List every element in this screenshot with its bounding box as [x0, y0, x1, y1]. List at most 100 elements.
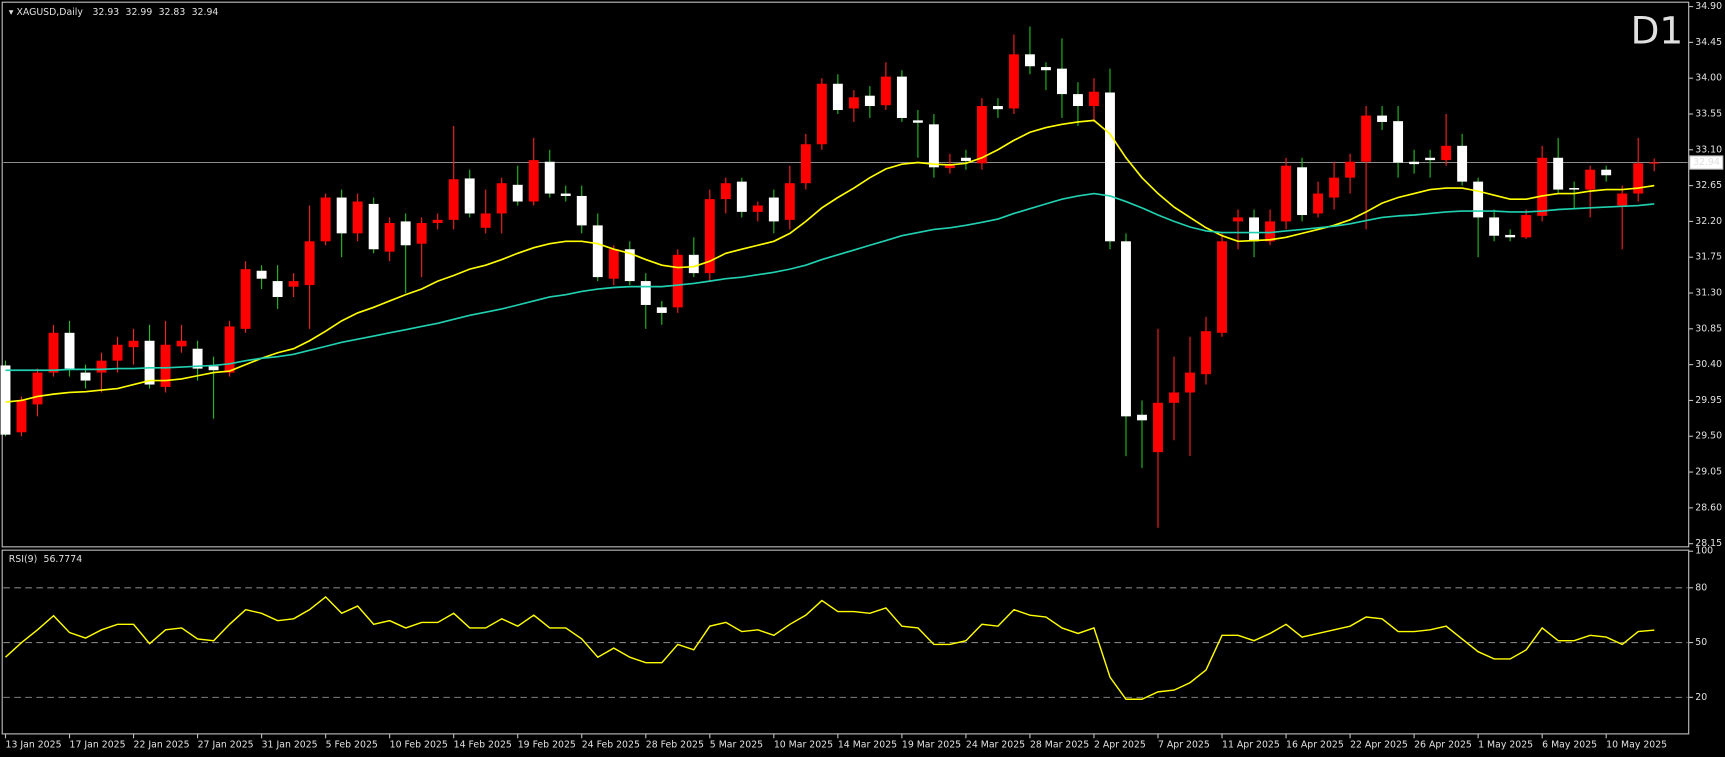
candle-body: [528, 160, 539, 202]
candle-body: [752, 205, 763, 212]
candle-body: [1409, 161, 1420, 165]
price-panel: [1, 1, 1690, 548]
candle-body: [0, 365, 11, 435]
candle-body: [176, 340, 187, 347]
x-tick-label: 10 May 2025: [1606, 739, 1667, 750]
candle-body: [1393, 121, 1404, 163]
x-tick-label: 5 Mar 2025: [710, 739, 763, 750]
candle-body: [1185, 372, 1195, 393]
candle-body: [1169, 392, 1179, 403]
candle-body: [1297, 167, 1308, 216]
x-tick-label: 10 Mar 2025: [774, 739, 833, 750]
candle-body: [1105, 92, 1115, 242]
y-tick-label: 28.60: [1695, 502, 1722, 513]
candle-body: [1537, 157, 1548, 216]
candle-body: [1601, 169, 1612, 176]
candle-body: [1008, 54, 1019, 109]
chart-header: ▾ XAGUSD,Daily 32.93 32.99 32.83 32.94: [9, 7, 219, 18]
candle-body: [1233, 217, 1243, 222]
candle-body: [496, 183, 507, 214]
candle-body: [448, 179, 459, 220]
candle-body: [416, 223, 427, 244]
candle-body: [704, 199, 715, 274]
high-value: 32.99: [126, 7, 153, 18]
candle-body: [480, 213, 491, 228]
candle-body: [1457, 145, 1468, 182]
y-tick-label: 20: [1695, 692, 1707, 703]
candle-body: [1585, 169, 1596, 190]
rsi-line: [5, 595, 1655, 700]
timeframe-label: D1: [1631, 9, 1684, 53]
candle-body: [1489, 217, 1500, 236]
candle-body: [352, 201, 363, 234]
candle-body: [272, 281, 283, 298]
moving-average-line: [5, 119, 1655, 403]
candle-body: [80, 372, 91, 381]
candle-body: [1265, 221, 1275, 242]
candle-body: [720, 183, 731, 200]
candle-body: [864, 95, 875, 107]
candle-body: [336, 197, 347, 234]
low-value: 32.83: [159, 7, 186, 18]
x-tick-label: 22 Jan 2025: [134, 739, 190, 750]
candle-body: [432, 219, 443, 224]
x-tick-label: 24 Mar 2025: [966, 739, 1025, 750]
candle-body: [896, 76, 907, 118]
candle-body: [640, 281, 651, 305]
candle-body: [16, 400, 27, 433]
candle-body: [576, 195, 587, 226]
candle-body: [1201, 331, 1211, 375]
rsi-title: RSI(9): [9, 553, 37, 564]
candle-body: [992, 106, 1003, 110]
candle-body: [800, 144, 811, 184]
y-tick-label: 29.05: [1695, 467, 1722, 478]
candle-body: [1441, 145, 1452, 161]
candle-body: [224, 326, 235, 373]
y-tick-label: 50: [1695, 637, 1707, 648]
candle-body: [368, 203, 379, 250]
candle-body: [304, 241, 315, 286]
candle-body: [560, 193, 571, 196]
x-tick-label: 14 Mar 2025: [838, 739, 897, 750]
candle-body: [112, 344, 123, 361]
candle-body: [544, 161, 555, 194]
candle-body: [656, 307, 667, 313]
moving-average-line: [5, 192, 1655, 372]
candle-body: [1649, 162, 1660, 164]
candle-body: [1217, 241, 1227, 333]
candle-body: [208, 366, 219, 371]
candle-body: [512, 184, 523, 202]
close-value: 32.94: [192, 7, 219, 18]
candle-body: [96, 360, 107, 373]
candle-body: [1345, 161, 1356, 178]
y-tick-label: 31.75: [1695, 252, 1722, 263]
candle-body: [240, 269, 251, 329]
candle-body: [1121, 241, 1131, 417]
candle-body: [48, 332, 59, 373]
collapse-arrow[interactable]: ▾: [9, 7, 17, 18]
y-tick-label: 34.90: [1695, 1, 1722, 12]
rsi-value: 56.7774: [44, 553, 83, 564]
x-tick-label: 7 Apr 2025: [1158, 739, 1210, 750]
current-price-box: [1689, 155, 1724, 170]
candle-body: [1089, 91, 1099, 107]
candle-body: [1329, 177, 1340, 198]
candle-body: [608, 249, 619, 279]
y-tick-label: 80: [1695, 582, 1707, 593]
candle-body: [144, 340, 155, 385]
candle-body: [976, 106, 987, 164]
x-tick-label: 2 Apr 2025: [1094, 739, 1146, 750]
candle-body: [384, 223, 395, 252]
x-tick-label: 11 Apr 2025: [1222, 739, 1280, 750]
candle-body: [928, 124, 939, 168]
candle-body: [192, 348, 203, 369]
candle-body: [688, 254, 699, 274]
y-tick-label: 29.50: [1695, 431, 1722, 442]
candle-body: [912, 120, 923, 123]
x-tick-label: 5 Feb 2025: [326, 739, 378, 750]
y-tick-label: 29.95: [1695, 395, 1722, 406]
candle-body: [400, 221, 411, 246]
